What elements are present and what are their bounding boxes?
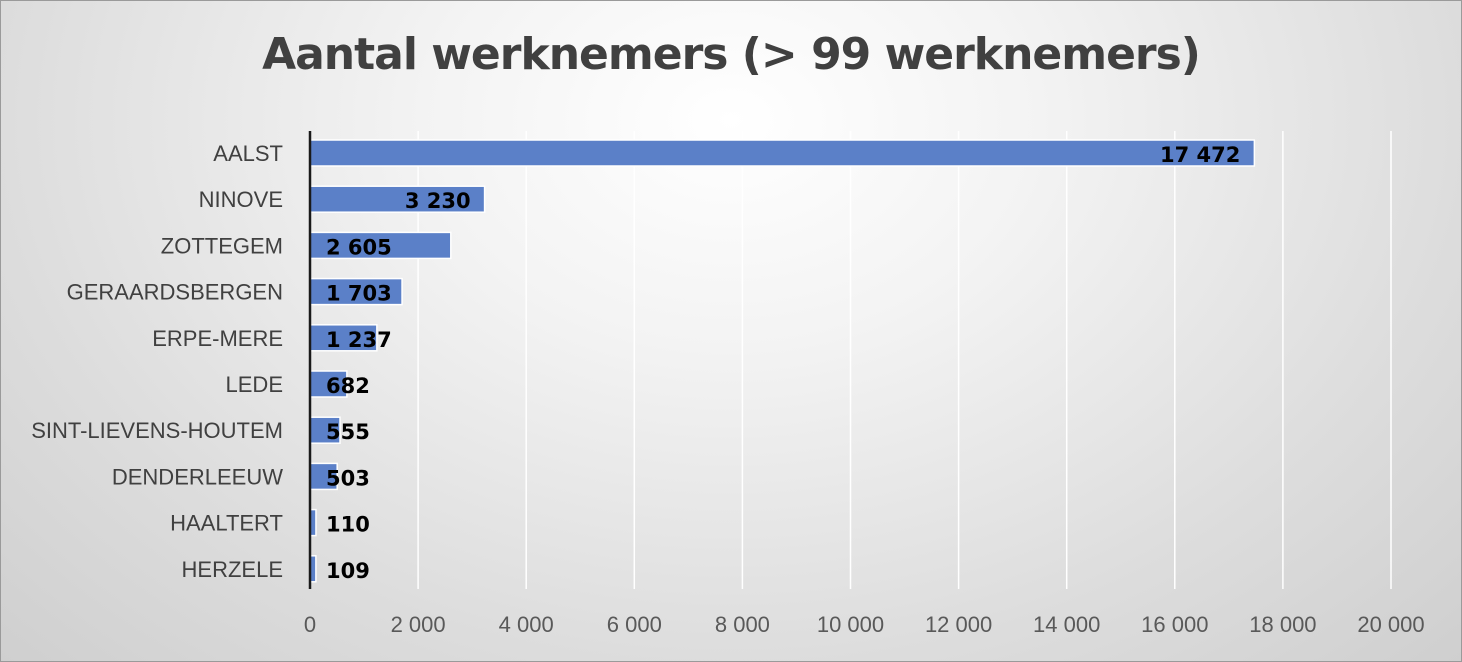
data-label: 2 605: [326, 235, 392, 259]
data-label: 503: [326, 466, 370, 490]
category-label: HAALTERT: [170, 511, 283, 536]
data-label: 109: [326, 559, 370, 583]
x-tick-label: 6 000: [607, 612, 662, 637]
data-label: 17 472: [1160, 143, 1240, 167]
data-label: 110: [326, 513, 370, 537]
data-label: 3 230: [405, 189, 471, 213]
data-label: 1 237: [326, 328, 392, 352]
data-label: 1 703: [326, 282, 392, 306]
category-label: LEDE: [226, 372, 283, 397]
category-label: NINOVE: [199, 187, 283, 212]
category-label: ERPE-MERE: [152, 326, 283, 351]
category-label: ZOTTEGEM: [161, 233, 283, 258]
x-tick-label: 4 000: [499, 612, 554, 637]
x-tick-label: 8 000: [715, 612, 770, 637]
x-tick-label: 18 000: [1249, 612, 1316, 637]
x-tick-label: 10 000: [817, 612, 884, 637]
bar: [309, 324, 378, 352]
bar: [309, 185, 486, 213]
x-tick-label: 0: [304, 612, 316, 637]
data-label: 682: [326, 374, 370, 398]
x-tick-label: 20 000: [1357, 612, 1424, 637]
category-label: HERZELE: [182, 557, 283, 582]
x-tick-label: 12 000: [925, 612, 992, 637]
bar: [309, 231, 452, 260]
chart-title: Aantal werknemers (> 99 werknemers): [262, 29, 1201, 80]
x-tick-label: 16 000: [1141, 612, 1208, 637]
category-label: SINT-LIEVENS-HOUTEM: [31, 418, 283, 443]
x-tick-label: 2 000: [391, 612, 446, 637]
x-tick-label: 14 000: [1033, 612, 1100, 637]
category-label: AALST: [213, 141, 283, 166]
bar: [309, 139, 1256, 167]
data-label: 555: [326, 420, 370, 444]
category-label: GERAARDSBERGEN: [67, 280, 283, 305]
category-label: DENDERLEEUW: [112, 464, 283, 489]
